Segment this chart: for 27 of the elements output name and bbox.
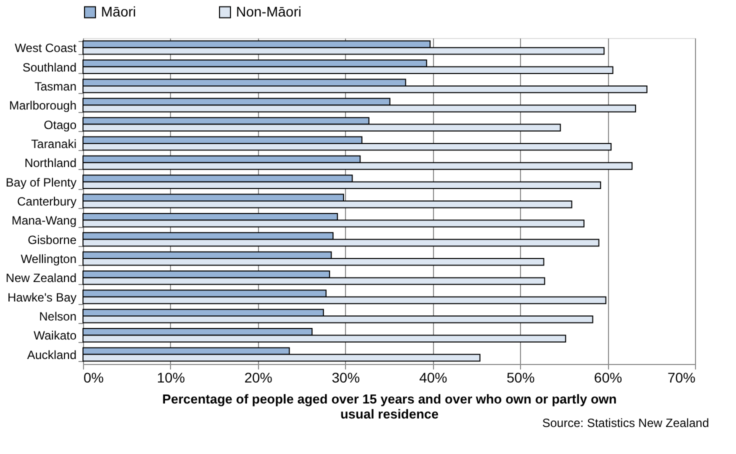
x-tick-label: 10% bbox=[156, 370, 185, 386]
x-tick-label: 40% bbox=[419, 370, 448, 386]
y-tick-label: Gisborne bbox=[28, 232, 77, 247]
y-tick-label: Wellington bbox=[20, 252, 76, 266]
y-tick-label: Otago bbox=[44, 118, 77, 132]
y-tick-label: Mana-Wang bbox=[12, 214, 76, 228]
x-tick-label: 20% bbox=[244, 370, 272, 386]
y-tick-label: West Coast bbox=[14, 41, 78, 56]
legend-label: Māori bbox=[101, 3, 136, 20]
x-tick-label: 30% bbox=[332, 370, 360, 386]
y-tick-label: New Zealand bbox=[6, 271, 76, 286]
x-tick-label: 70% bbox=[667, 370, 696, 386]
y-tick-label: Taranaki bbox=[31, 136, 76, 151]
y-tick-label: Southland bbox=[22, 60, 76, 74]
x-tick-label: 60% bbox=[594, 370, 622, 386]
y-tick-label: Auckland bbox=[27, 348, 76, 362]
y-tick-label: Hawke's Bay bbox=[8, 290, 76, 304]
y-tick-label: Waikato bbox=[34, 328, 77, 343]
y-tick-label: Tasman bbox=[34, 79, 76, 94]
y-tick-label: Marlborough bbox=[9, 98, 76, 113]
y-tick-label: Bay of Plenty bbox=[6, 175, 76, 190]
y-tick-label: Northland bbox=[24, 156, 76, 170]
x-tick-label: 50% bbox=[506, 370, 535, 386]
x-tick-label: 0% bbox=[84, 370, 104, 386]
y-tick-label: Canterbury bbox=[17, 194, 76, 208]
y-tick-label: Nelson bbox=[39, 310, 76, 324]
legend-label: Non-Māori bbox=[236, 3, 302, 20]
